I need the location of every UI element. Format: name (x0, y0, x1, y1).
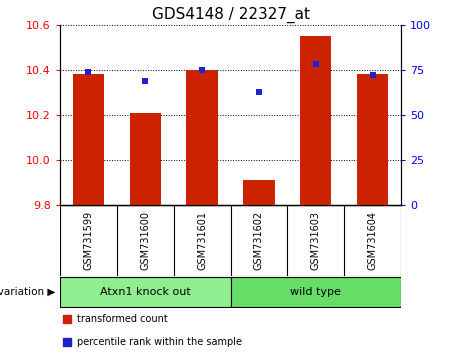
Text: GSM731604: GSM731604 (367, 211, 378, 270)
Bar (73, 74, 104, 205)
Bar (243, 181, 275, 205)
Text: GSM731599: GSM731599 (83, 211, 94, 270)
Text: Atxn1 knock out: Atxn1 knock out (100, 287, 190, 297)
Bar (186, 70, 218, 205)
Bar (60, 277, 230, 307)
Text: percentile rank within the sample: percentile rank within the sample (77, 337, 242, 348)
Text: GSM731601: GSM731601 (197, 211, 207, 270)
Text: GSM731603: GSM731603 (311, 211, 321, 270)
Title: GDS4148 / 22327_at: GDS4148 / 22327_at (152, 7, 309, 23)
Text: genotype/variation ▶: genotype/variation ▶ (0, 287, 55, 297)
Bar (130, 113, 161, 205)
Text: wild type: wild type (290, 287, 341, 297)
Bar (230, 277, 401, 307)
Bar (357, 74, 388, 205)
Text: GSM731600: GSM731600 (140, 211, 150, 270)
Bar (300, 36, 331, 205)
Text: transformed count: transformed count (77, 314, 168, 325)
Text: GSM731602: GSM731602 (254, 211, 264, 270)
